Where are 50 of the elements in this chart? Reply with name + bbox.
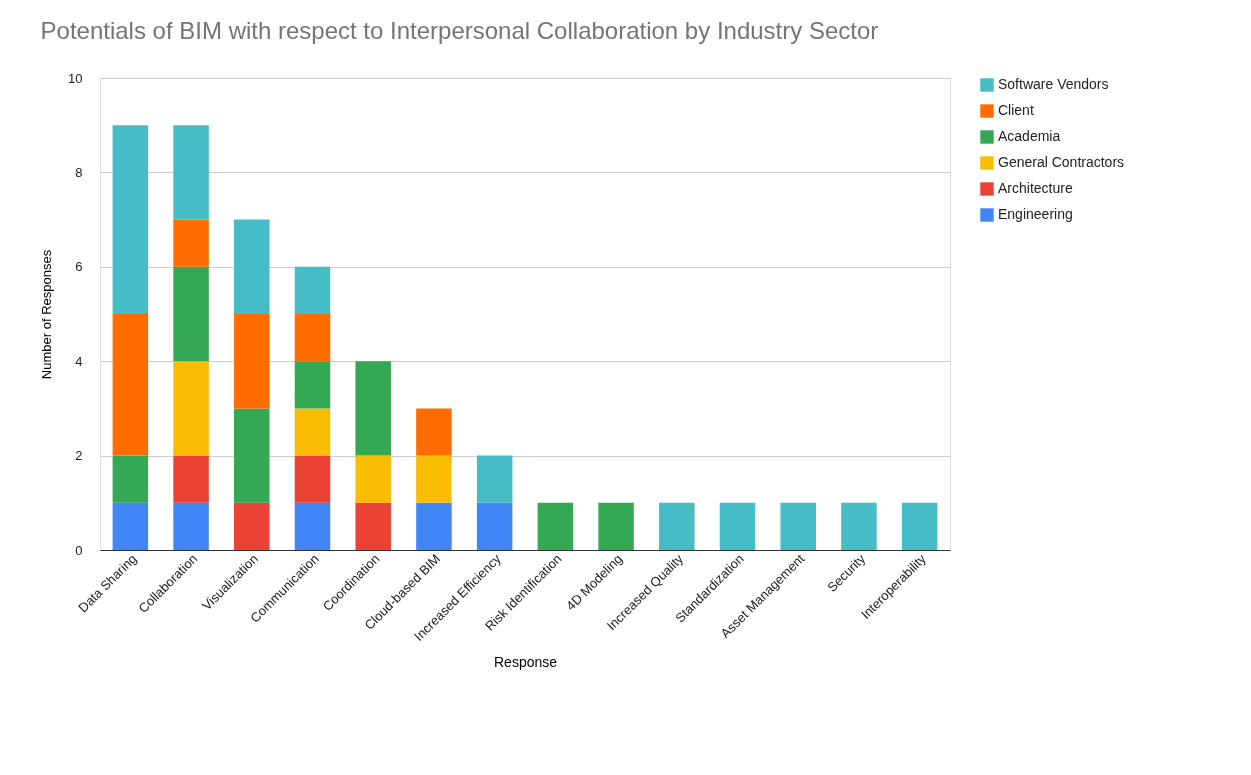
bar (476, 502, 513, 550)
bar (841, 502, 877, 550)
y-axis-title: Number of Responses (39, 249, 55, 380)
bar (355, 361, 391, 456)
bar (234, 219, 270, 314)
bar (234, 314, 270, 409)
bar (355, 455, 391, 503)
bar (234, 502, 270, 550)
bar (173, 219, 209, 267)
y-tick-label: 0 (75, 542, 83, 558)
bar (294, 361, 331, 409)
bar (173, 125, 209, 220)
bar (173, 502, 209, 550)
y-tick-label: 8 (75, 164, 83, 180)
bar (659, 502, 695, 550)
bar (355, 502, 391, 550)
bar (598, 502, 634, 550)
y-tick-label: 4 (75, 353, 83, 369)
bar (173, 455, 209, 503)
bar (901, 502, 938, 550)
bar (294, 314, 331, 362)
legend-label: Software Vendors (998, 76, 1109, 92)
legend-label: Academia (998, 128, 1061, 144)
bar (112, 502, 149, 550)
bar (294, 502, 331, 550)
legend-label: Client (998, 102, 1034, 118)
bar (112, 125, 149, 314)
bar (294, 408, 331, 456)
bar (294, 266, 331, 314)
bar (294, 455, 331, 503)
bar (234, 408, 270, 503)
legend-label: Engineering (998, 206, 1073, 222)
bar (537, 502, 574, 550)
bar (416, 408, 452, 456)
bar (173, 361, 209, 456)
bar (416, 502, 452, 550)
y-tick-label: 2 (75, 448, 83, 464)
bar (112, 314, 149, 456)
bar (476, 455, 513, 503)
x-axis-title: Response (493, 653, 558, 670)
bar (780, 502, 816, 550)
bar (416, 455, 452, 503)
bar (719, 502, 756, 550)
y-tick-label: 6 (75, 259, 83, 275)
y-tick-label: 10 (68, 70, 83, 86)
chart-title: Potentials of BIM with respect to Interpersonal Collaboration by Industry Sector (40, 17, 879, 44)
legend-label: Architecture (998, 180, 1073, 196)
bar (112, 455, 149, 503)
legend-label: General Contractors (998, 154, 1125, 170)
bar (173, 266, 209, 362)
